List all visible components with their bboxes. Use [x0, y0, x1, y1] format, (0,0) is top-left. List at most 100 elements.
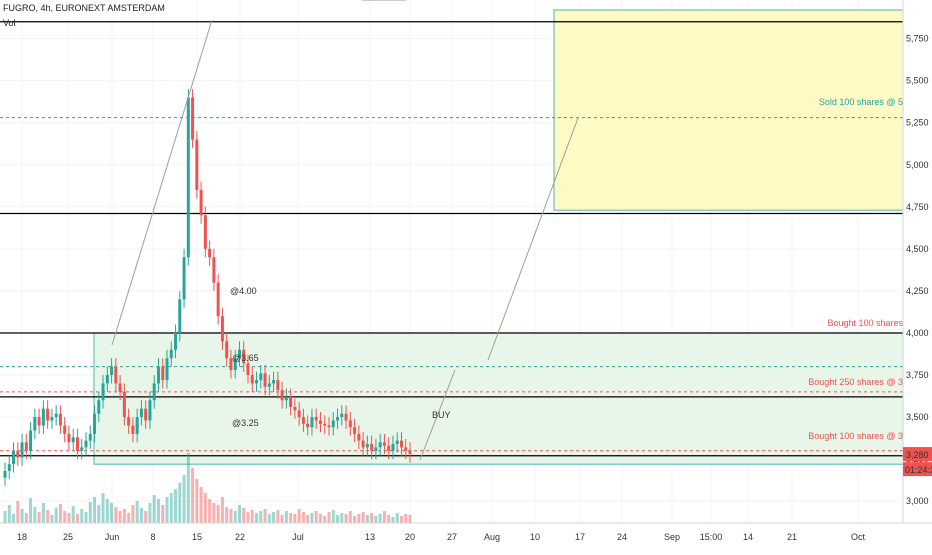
volume-bar	[186, 453, 190, 523]
volume-bar	[152, 495, 156, 523]
candle-body	[225, 341, 229, 359]
candle-body	[67, 433, 71, 443]
candle-body	[336, 417, 340, 421]
volume-bar	[340, 513, 344, 523]
candle-body	[16, 450, 20, 458]
volume-bar	[293, 514, 297, 523]
volume-bar	[105, 499, 109, 523]
candle-body	[93, 413, 97, 434]
volume-bar	[93, 497, 97, 523]
volume-bar	[75, 514, 79, 523]
volume-bar	[280, 515, 284, 523]
candle-body	[357, 433, 361, 441]
candle-body	[41, 408, 45, 426]
candle-body	[156, 366, 160, 384]
volume-bar	[118, 511, 122, 523]
volume-bar	[387, 515, 391, 523]
volume-bar	[237, 505, 241, 523]
candle-body	[246, 363, 250, 376]
time-tick-label: 18	[17, 532, 27, 542]
volume-bar	[318, 514, 322, 523]
volume-label: Vol	[3, 18, 16, 28]
candle-body	[58, 413, 62, 426]
volume-bar	[370, 513, 374, 523]
candle-body	[327, 425, 331, 428]
candle-body	[105, 375, 109, 384]
candle-body	[118, 383, 122, 392]
candle-body	[122, 391, 126, 418]
volume-bar	[246, 512, 250, 523]
time-tick-label: Sep	[664, 532, 680, 542]
volume-bar	[382, 511, 386, 523]
candle-body	[101, 383, 105, 401]
candle-body	[33, 417, 37, 431]
volume-bar	[29, 498, 33, 523]
label-buy: BUY	[432, 410, 451, 420]
candle-body	[212, 257, 216, 283]
candle-body	[54, 413, 58, 418]
volume-bar	[336, 515, 340, 523]
candle-body	[75, 437, 79, 451]
candle-body	[182, 257, 186, 300]
candle-body	[289, 396, 293, 407]
candle-body	[340, 413, 344, 418]
candle-body	[306, 423, 310, 428]
time-tick-label: 27	[447, 532, 457, 542]
candle-body	[318, 420, 322, 424]
volume-bar	[399, 516, 403, 523]
volume-bar	[378, 514, 382, 523]
time-tick-label: 20	[405, 532, 415, 542]
volume-bar	[225, 507, 229, 523]
volume-bar	[37, 512, 41, 523]
candle-body	[263, 373, 267, 387]
volume-bar	[233, 511, 237, 523]
time-tick-label: Oct	[851, 532, 866, 542]
candle-body	[361, 440, 365, 448]
volume-bar	[122, 509, 126, 523]
candle-body	[272, 380, 276, 384]
candle-body	[46, 408, 50, 421]
candle-body	[169, 349, 173, 359]
volume-bar	[33, 507, 37, 523]
candle-body	[148, 400, 152, 421]
candle-body	[293, 406, 297, 411]
label-bought-100-low: Bought 100 shares @ 3	[808, 431, 903, 441]
volume-bar	[156, 499, 160, 523]
time-tick-label: 15	[192, 532, 202, 542]
volume-bar	[24, 513, 28, 523]
volume-bar	[229, 509, 233, 523]
candle-body	[297, 410, 301, 418]
volume-bar	[135, 501, 139, 523]
candle-body	[165, 358, 169, 381]
candle-body	[3, 470, 7, 478]
volume-bar	[88, 502, 92, 523]
candle-body	[323, 423, 327, 426]
candle-body	[131, 425, 135, 434]
projection-arrow	[419, 369, 456, 461]
candle-body	[37, 417, 41, 426]
candle-body	[267, 383, 271, 387]
volume-bar	[259, 511, 263, 523]
candle-body	[144, 408, 148, 421]
volume-bar	[272, 512, 276, 523]
candle-body	[97, 400, 101, 414]
volume-bar	[174, 489, 178, 523]
candle-body	[63, 425, 67, 434]
projection-arrow	[487, 117, 579, 361]
candle-body	[353, 427, 357, 434]
time-tick-label: 22	[235, 532, 245, 542]
candle-body	[374, 447, 378, 451]
volume-bar	[54, 508, 58, 523]
volume-bar	[263, 509, 267, 523]
candle-body	[229, 358, 233, 370]
volume-bar	[357, 514, 361, 523]
price-tick-label: 5,750	[906, 34, 929, 44]
candle-body	[255, 380, 259, 384]
candle-body	[348, 420, 352, 428]
candle-body	[314, 417, 318, 421]
volume-bar	[331, 510, 335, 523]
volume-bar	[276, 510, 280, 523]
volume-bar	[50, 515, 54, 523]
